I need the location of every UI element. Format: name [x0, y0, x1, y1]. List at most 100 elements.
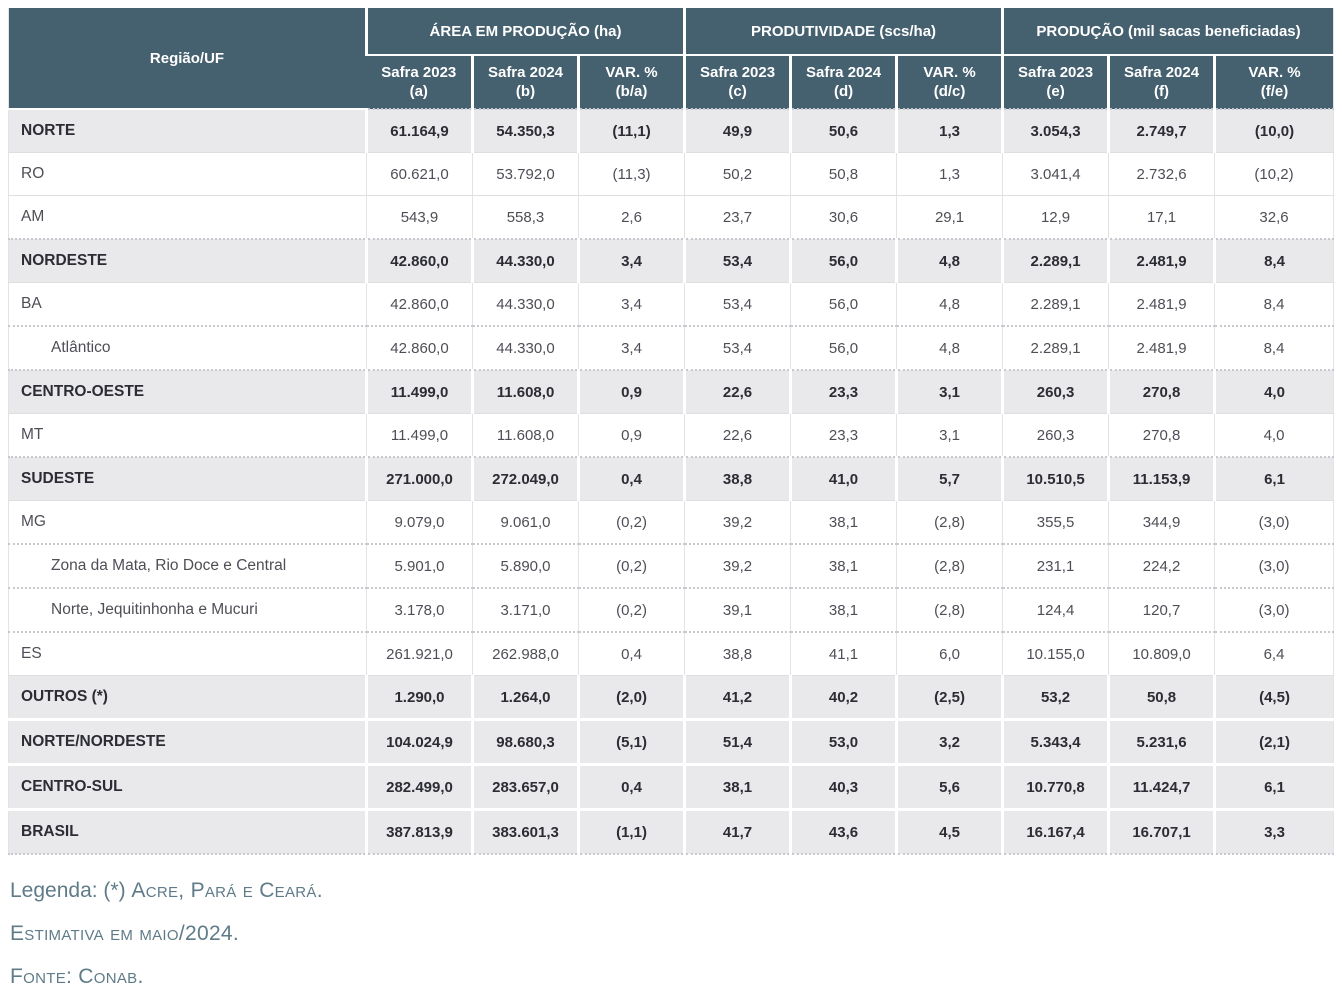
row-label: CENTRO-OESTE — [8, 369, 367, 414]
value-cell: 50,6 — [789, 108, 897, 153]
group-header-producao: PRODUÇÃO (mil sacas beneficiadas) — [1001, 8, 1334, 56]
value-cell: 44.330,0 — [472, 282, 579, 326]
column-header-safra-2024-b: Safra 2024 (b) — [471, 55, 579, 109]
table-row: OUTROS (*) 1.290,0 1.264,0 (2,0) 41,2 40,2 (2,… — [8, 675, 1334, 720]
value-cell: 6,1 — [1213, 763, 1334, 810]
value-cell: 3,4 — [577, 325, 685, 370]
row-label: CENTRO-SUL — [8, 763, 367, 810]
table-row: Atlântico 42.860,0 44.330,0 3,4 53,4 56,0 4,8 2… — [8, 325, 1334, 370]
value-cell: 387.813,9 — [365, 808, 473, 854]
value-cell: 4,8 — [896, 325, 1003, 370]
table-row: MT 11.499,0 11.608,0 0,9 22,6 23,3 3,1 260,3 270… — [8, 413, 1334, 457]
row-label: ES — [8, 631, 367, 676]
value-cell: 11.608,0 — [471, 369, 579, 414]
value-cell: 2.289,1 — [1002, 325, 1109, 370]
value-cell: 10.809,0 — [1108, 631, 1215, 676]
table-row: NORTE 61.164,9 54.350,3 (11,1) 49,9 50,6 1,3 3.… — [8, 108, 1334, 153]
value-cell: 38,1 — [790, 543, 897, 588]
value-cell: 120,7 — [1108, 587, 1215, 632]
value-cell: 2.289,1 — [1002, 282, 1109, 326]
value-cell: 56,0 — [790, 325, 897, 370]
value-cell: (0,2) — [577, 587, 685, 632]
value-cell: 39,2 — [684, 500, 791, 544]
value-cell: 42.860,0 — [366, 282, 473, 326]
column-header-safra-2023-e: Safra 2023 (e) — [1001, 55, 1109, 109]
value-cell: 29,1 — [896, 195, 1003, 239]
value-cell: 4,5 — [895, 808, 1003, 854]
footnote-legend: Legenda: (*) Acre, Pará e Ceará. — [10, 879, 323, 902]
value-cell: 271.000,0 — [365, 456, 473, 501]
value-cell: 8,4 — [1214, 325, 1334, 370]
value-cell: 53,2 — [1001, 675, 1109, 720]
row-label: SUDESTE — [8, 456, 367, 501]
table-header: Região/UF ÁREA EM PRODUÇÃO (ha) PRODUTIV… — [8, 8, 1334, 110]
value-cell: 9.079,0 — [366, 500, 473, 544]
table-row: Zona da Mata, Rio Doce e Central 5.901,0 5… — [8, 543, 1334, 588]
value-cell: 3,4 — [577, 282, 685, 326]
value-cell: 2.732,6 — [1108, 152, 1215, 196]
value-cell: 272.049,0 — [471, 456, 579, 501]
table-row: Norte, Jequitinhonha e Mucuri 3.178,0 3.17… — [8, 587, 1334, 632]
value-cell: (2,0) — [576, 675, 685, 720]
column-header-var-ba: VAR. % (b/a) — [576, 55, 685, 109]
row-label: Zona da Mata, Rio Doce e Central — [8, 543, 367, 588]
column-header-regiao-uf: Região/UF — [8, 8, 367, 110]
column-header-var-fe: VAR. % (f/e) — [1213, 55, 1334, 109]
value-cell: 5.231,6 — [1107, 718, 1215, 765]
value-cell: 40,3 — [789, 763, 897, 810]
table-row: NORDESTE 42.860,0 44.330,0 3,4 53,4 56,0 4,8 2.… — [8, 238, 1334, 283]
value-cell: 3,1 — [895, 369, 1003, 414]
value-cell: (2,5) — [895, 675, 1003, 720]
value-cell: 4,0 — [1213, 369, 1334, 414]
value-cell: 3,4 — [576, 238, 685, 283]
value-cell: 56,0 — [790, 282, 897, 326]
value-cell: (0,2) — [577, 543, 685, 588]
row-label: Norte, Jequitinhonha e Mucuri — [8, 587, 367, 632]
value-cell: (3,0) — [1214, 587, 1334, 632]
table-row: SUDESTE 271.000,0 272.049,0 0,4 38,8 41,0 5,7 1… — [8, 456, 1334, 501]
value-cell: 282.499,0 — [365, 763, 473, 810]
value-cell: 4,8 — [895, 238, 1003, 283]
row-label: BA — [8, 282, 367, 326]
value-cell: 0,9 — [577, 413, 685, 457]
value-cell: (3,0) — [1214, 543, 1334, 588]
table-body: NORTE 61.164,9 54.350,3 (11,1) 49,9 50,6 1,3 3.… — [8, 108, 1334, 854]
table-row: MG 9.079,0 9.061,0 (0,2) 39,2 38,1 (2,8) 355,5 3… — [8, 500, 1334, 544]
value-cell: 3.054,3 — [1001, 108, 1109, 153]
table-row: CENTRO-SUL 282.499,0 283.657,0 0,4 38,1 40,3 5… — [8, 763, 1334, 810]
value-cell: 3,1 — [896, 413, 1003, 457]
value-cell: (0,2) — [577, 500, 685, 544]
value-cell: 231,1 — [1002, 543, 1109, 588]
column-header-var-dc: VAR. % (d/c) — [895, 55, 1003, 109]
row-label: MT — [8, 413, 367, 457]
value-cell: 11.424,7 — [1107, 763, 1215, 810]
value-cell: (2,8) — [896, 500, 1003, 544]
value-cell: 56,0 — [789, 238, 897, 283]
value-cell: 32,6 — [1214, 195, 1334, 239]
value-cell: 11.608,0 — [472, 413, 579, 457]
value-cell: 50,8 — [1107, 675, 1215, 720]
value-cell: 10.510,5 — [1001, 456, 1109, 501]
footnote-source: Fonte: Conab. — [10, 965, 144, 989]
row-label: OUTROS (*) — [8, 675, 367, 720]
value-cell: 543,9 — [366, 195, 473, 239]
value-cell: (10,2) — [1214, 152, 1334, 196]
value-cell: 17,1 — [1108, 195, 1215, 239]
value-cell: 98.680,3 — [471, 718, 579, 765]
value-cell: 49,9 — [683, 108, 791, 153]
value-cell: 2.749,7 — [1107, 108, 1215, 153]
column-header-safra-2024-d: Safra 2024 (d) — [789, 55, 897, 109]
value-cell: 53,4 — [684, 282, 791, 326]
value-cell: 16.167,4 — [1001, 808, 1109, 854]
value-cell: 53,0 — [789, 718, 897, 765]
value-cell: 50,8 — [790, 152, 897, 196]
value-cell: (2,1) — [1213, 718, 1334, 765]
value-cell: 39,1 — [684, 587, 791, 632]
value-cell: 224,2 — [1108, 543, 1215, 588]
value-cell: 9.061,0 — [472, 500, 579, 544]
value-cell: 1,3 — [895, 108, 1003, 153]
value-cell: 8,4 — [1213, 238, 1334, 283]
footnotes: Legenda: (*) Acre, Pará e Ceará. Estimat… — [10, 879, 1334, 988]
footnote-estimate: Estimativa em maio/2024. — [10, 922, 240, 946]
